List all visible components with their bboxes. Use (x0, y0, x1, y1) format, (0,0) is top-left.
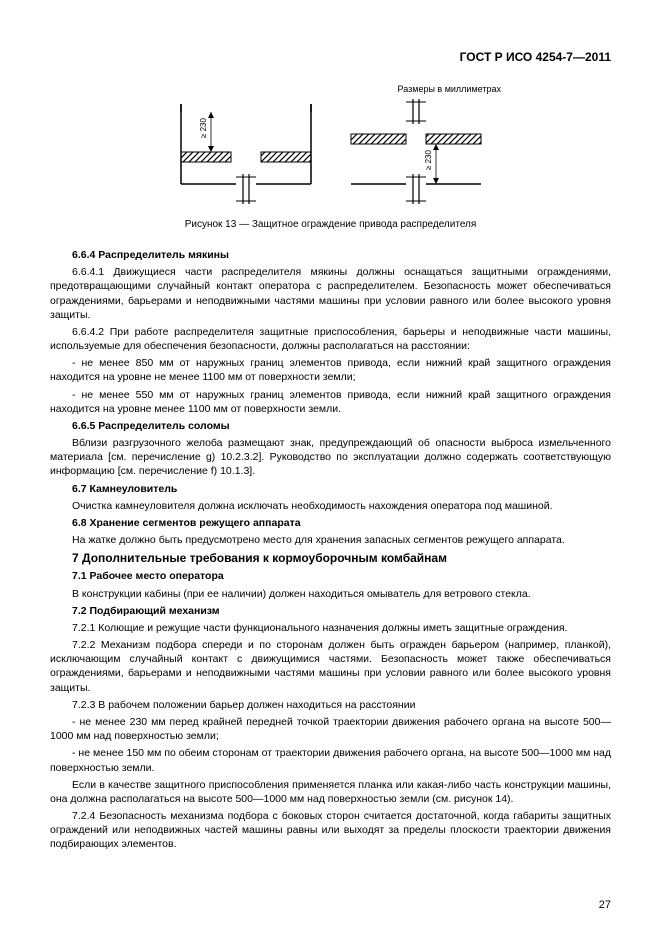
figure-caption: Рисунок 13 — Защитное ограждение привода… (50, 219, 611, 230)
heading-6-6-5: 6.6.5 Распределитель соломы (50, 419, 611, 433)
document-page: ГОСТ Р ИСО 4254-7—2011 Размеры в миллиме… (0, 0, 661, 936)
para-7-1: В конструкции кабины (при ее наличии) до… (50, 587, 611, 601)
body-text: 6.6.4 Распределитель мякины 6.6.4.1 Движ… (50, 248, 611, 852)
heading-6-6-4: 6.6.4 Распределитель мякины (50, 248, 611, 262)
para-6-6-4-2: 6.6.4.2 При работе распределителя защитн… (50, 325, 611, 353)
para-7-2-3: 7.2.3 В рабочем положении барьер должен … (50, 698, 611, 712)
page-header: ГОСТ Р ИСО 4254-7—2011 (50, 50, 611, 64)
para-7-2-b2: - не менее 150 мм по обеим сторонам от т… (50, 746, 611, 774)
para-6-7: Очистка камнеуловителя должна исключать … (50, 499, 611, 513)
para-6-6-5: Вблизи разгрузочного желоба размещают зн… (50, 436, 611, 479)
para-7-2-b1: - не менее 230 мм перед крайней передней… (50, 715, 611, 743)
dim-right: ≥ 230 (424, 149, 433, 170)
para-6-6-4-b2: - не менее 550 мм от наружных границ эле… (50, 388, 611, 416)
para-7-2-2: 7.2.2 Механизм подбора спереди и по стор… (50, 638, 611, 695)
figure-13-svg: ≥ 230 (171, 99, 491, 209)
para-7-2-4: 7.2.4 Безопасность механизма подбора с б… (50, 809, 611, 852)
heading-7-1: 7.1 Рабочее место оператора (50, 569, 611, 583)
heading-6-8: 6.8 Хранение сегментов режущего аппарата (50, 516, 611, 530)
heading-6-7: 6.7 Камнеуловитель (50, 482, 611, 496)
dim-left: ≥ 230 (199, 117, 208, 138)
para-6-6-4-b1: - не менее 850 мм от наружных границ эле… (50, 356, 611, 384)
heading-7-2: 7.2 Подбирающий механизм (50, 604, 611, 618)
heading-7: 7 Дополнительные требования к кормоуборо… (50, 550, 611, 566)
page-number: 27 (599, 899, 611, 911)
para-6-6-4-1: 6.6.4.1 Движущиеся части распределителя … (50, 265, 611, 322)
para-7-2-note: Если в качестве защитного приспособления… (50, 778, 611, 806)
figure-13: Размеры в миллиметрах (50, 84, 611, 230)
dimension-units-label: Размеры в миллиметрах (50, 84, 501, 94)
para-6-8: На жатке должно быть предусмотрено место… (50, 533, 611, 547)
para-7-2-1: 7.2.1 Колющие и режущие части функционал… (50, 621, 611, 635)
